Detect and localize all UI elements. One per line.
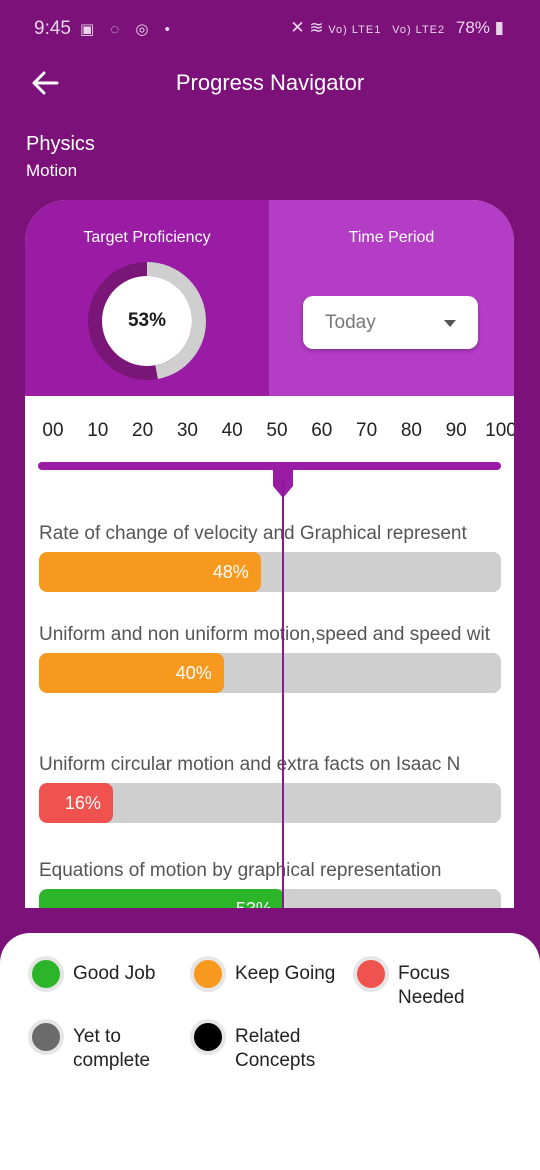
time-period-value: Today: [325, 312, 376, 333]
topic-percent: 16%: [64, 793, 101, 813]
notification-icons: ▣ ◌ ◎ •: [80, 21, 176, 38]
topic-item[interactable]: Equations of motion by graphical represe…: [39, 859, 501, 908]
scale-tick-label: 00: [42, 420, 64, 441]
status-right: ✕ ≋ Vo) LTE1 Vo) LTE2 78% ▮: [290, 18, 504, 38]
status-bar: 9:45 ▣ ◌ ◎ • ✕ ≋ Vo) LTE1 Vo) LTE2 78% ▮: [0, 0, 540, 60]
topic-item[interactable]: Uniform and non uniform motion,speed and…: [39, 623, 501, 693]
topic-progress-fill: 40%: [39, 653, 224, 693]
chevron-down-icon: [444, 320, 456, 327]
scale-tick-label: 30: [176, 420, 198, 441]
progress-card: Target Proficiency 53% Time Period Today…: [25, 200, 514, 908]
proficiency-donut: [88, 262, 206, 380]
target-proficiency-label: Target Proficiency: [83, 229, 211, 246]
time-period-label: Time Period: [348, 229, 435, 246]
proficiency-scale: 00 10 20 30 40 50 60 70 80 90 100: [39, 420, 514, 444]
legend-label: Keep Going: [235, 963, 336, 984]
signal-1-icon: Vo) LTE1: [328, 24, 382, 36]
topic-progress-fill: 53%: [39, 889, 284, 908]
scale-tick-label: 50: [266, 420, 288, 441]
time-period-panel: Time Period Today: [269, 200, 514, 396]
scale-tick-label: 10: [87, 420, 109, 441]
topic-progress-bar: 16%: [39, 783, 501, 823]
battery-level: 78%: [455, 18, 490, 37]
scale-tick-label: 80: [400, 420, 422, 441]
proficiency-value: 53%: [127, 310, 167, 331]
scale-track: [38, 462, 501, 470]
topic-progress-fill: 48%: [39, 552, 261, 592]
scale-tick-label: 60: [311, 420, 333, 441]
target-line: [282, 480, 285, 908]
signal-2-icon: Vo) LTE2: [392, 24, 446, 36]
keep-going-dot-icon: [190, 956, 226, 992]
topic-name: Uniform circular motion and extra facts …: [39, 754, 461, 775]
scale-tick-label: 100: [485, 420, 514, 441]
legend-label: Yet to complete: [73, 1026, 151, 1071]
legend-label: Focus Needed: [398, 963, 465, 1008]
chapter-name: Motion: [26, 161, 78, 180]
target-proficiency-panel: Target Proficiency 53%: [25, 200, 269, 396]
scale-tick-label: 40: [221, 420, 243, 441]
topic-name: Uniform and non uniform motion,speed and…: [39, 624, 490, 645]
topic-percent: 40%: [175, 663, 212, 683]
topic-name: Rate of change of velocity and Graphical…: [39, 523, 467, 544]
subject-name: Physics: [26, 133, 95, 155]
related-concepts-dot-icon: [190, 1019, 226, 1055]
scale-tick-label: 90: [445, 420, 467, 441]
page-title: Progress Navigator: [175, 70, 365, 95]
topic-progress-bar: 40%: [39, 653, 501, 693]
focus-needed-dot-icon: [353, 956, 389, 992]
topic-percent: 48%: [212, 562, 249, 582]
scale-tick-label: 20: [132, 420, 154, 441]
back-arrow-icon[interactable]: [30, 68, 60, 98]
legend-label: Good Job: [73, 963, 156, 984]
scale-tick-label: 70: [356, 420, 378, 441]
topic-progress-bar: 48%: [39, 552, 501, 592]
legend-label: Related Concepts: [235, 1026, 316, 1071]
yet-to-complete-dot-icon: [28, 1019, 64, 1055]
wifi-icon: ≋: [309, 18, 324, 37]
status-time: 9:45: [34, 18, 71, 39]
topic-item[interactable]: Rate of change of velocity and Graphical…: [39, 522, 501, 592]
topic-percent: 53%: [236, 899, 272, 908]
card-header: Target Proficiency 53% Time Period Today: [25, 200, 514, 396]
time-period-dropdown[interactable]: Today: [303, 296, 478, 349]
good-job-dot-icon: [28, 956, 64, 992]
legend-sheet: Good Job Keep Going Focus Needed Yet to …: [0, 933, 540, 1170]
topic-item[interactable]: Uniform circular motion and extra facts …: [39, 753, 501, 823]
battery-icon: ▮: [494, 18, 504, 37]
topic-name: Equations of motion by graphical represe…: [39, 860, 442, 881]
mute-icon: ✕: [290, 18, 305, 37]
topic-progress-fill: 16%: [39, 783, 113, 823]
topic-progress-bar: 53%: [39, 889, 501, 908]
